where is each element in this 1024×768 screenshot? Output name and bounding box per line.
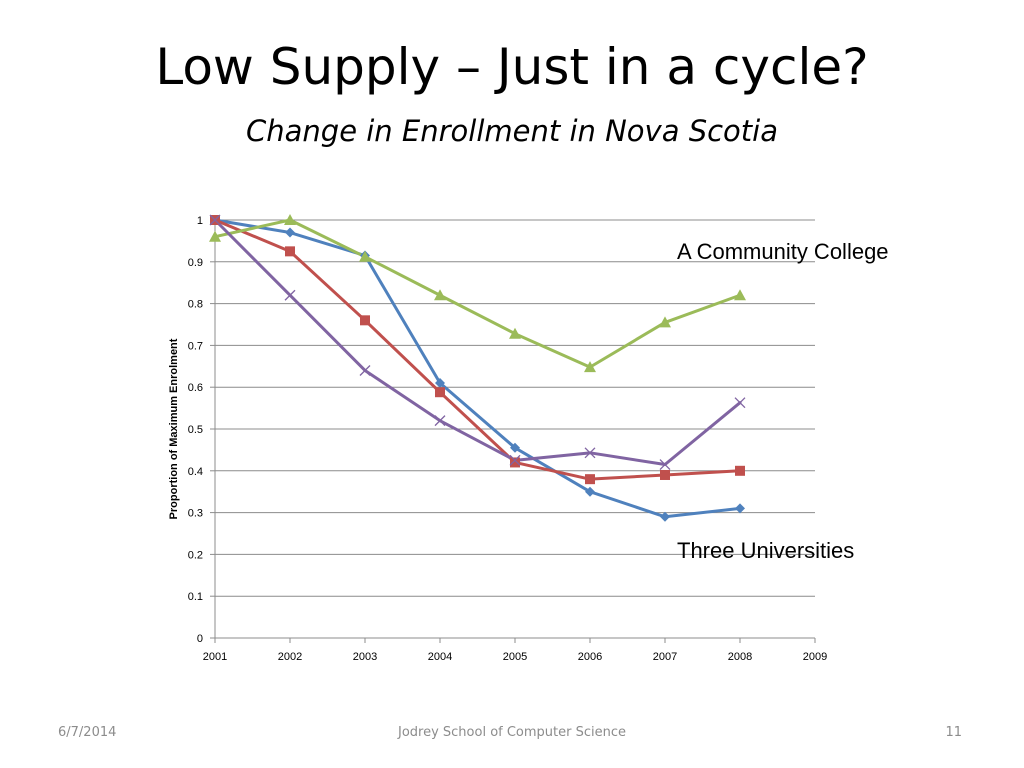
x-tick-label: 2009 [803,651,827,663]
data-point-series-4 [659,459,671,470]
data-point-series-1 [510,442,520,453]
x-tick-label: 2002 [278,651,302,663]
data-point-series-2 [510,457,520,468]
series-line-4 [213,218,742,467]
data-point-series-3 [584,361,596,373]
data-point-series-4 [434,415,446,427]
data-point-series-1 [585,486,595,497]
data-point-series-1 [735,503,745,514]
data-point-series-3 [509,327,521,339]
series-lines [213,218,742,519]
data-point-series-1 [660,511,670,522]
data-point-series-2 [285,246,295,257]
x-tick-label: 2003 [353,651,377,663]
data-point-series-2 [435,387,445,398]
data-point-series-3 [734,289,746,301]
data-point-series-1 [435,378,445,389]
data-point-series-4 [509,454,521,466]
y-tick-label: 0.7 [188,340,203,352]
x-tick-label: 2008 [728,651,752,663]
x-tick-label: 2001 [203,651,227,663]
y-tick-label: 0.1 [188,591,203,603]
data-point-series-2 [360,315,370,326]
data-point-series-4 [584,447,596,459]
annotation-three-universities: Three Universities [677,538,855,563]
series-line-2 [213,218,742,481]
data-point-series-3 [659,316,671,328]
slide-subtitle: Change in Enrollment in Nova Scotia [246,114,778,148]
y-tick-label: 0 [197,633,203,645]
y-tick-label: 0.3 [188,508,203,520]
data-point-series-4 [209,214,221,226]
series-line-3 [213,218,742,369]
axes [210,219,816,643]
annotation-community-college: A Community College [677,239,889,264]
series-line-1 [213,218,742,519]
x-tick-label: 2004 [428,651,452,663]
y-tick-label: 0.9 [188,257,203,269]
data-point-series-2 [735,465,745,476]
data-point-series-3 [209,230,221,242]
y-tick-label: 0.4 [188,466,203,478]
x-tick-label: 2005 [503,651,527,663]
data-point-series-3 [284,214,296,225]
y-tick-label: 0.8 [188,299,203,311]
y-tick-label: 0.2 [188,549,203,561]
footer-date: 6/7/2014 [58,725,117,740]
y-tick-label: 0.5 [188,424,203,436]
data-point-series-4 [359,365,371,376]
data-point-series-3 [359,250,371,262]
series-markers [209,214,746,522]
data-point-series-3 [434,289,446,301]
y-tick-label: 1 [197,215,203,227]
footer-center-text: Jodrey School of Computer Science [397,725,627,740]
data-point-series-1 [285,227,295,238]
data-point-series-4 [284,289,296,301]
slide-title: Low Supply – Just in a cycle? [155,38,869,96]
data-point-series-4 [734,397,746,409]
data-point-series-2 [585,474,595,485]
y-axis-title: Proportion of Maximum Enrolment [168,338,180,519]
footer-page-number: 11 [945,725,962,740]
x-tick-label: 2007 [653,651,677,663]
y-tick-label: 0.6 [188,382,203,394]
axis-labels: 0 0.1 0.2 0.3 0.4 0.5 0.6 0.7 0.8 0.9 1 2001 2002 200… [168,215,827,663]
x-tick-label: 2006 [578,651,602,663]
data-point-series-2 [660,469,670,480]
